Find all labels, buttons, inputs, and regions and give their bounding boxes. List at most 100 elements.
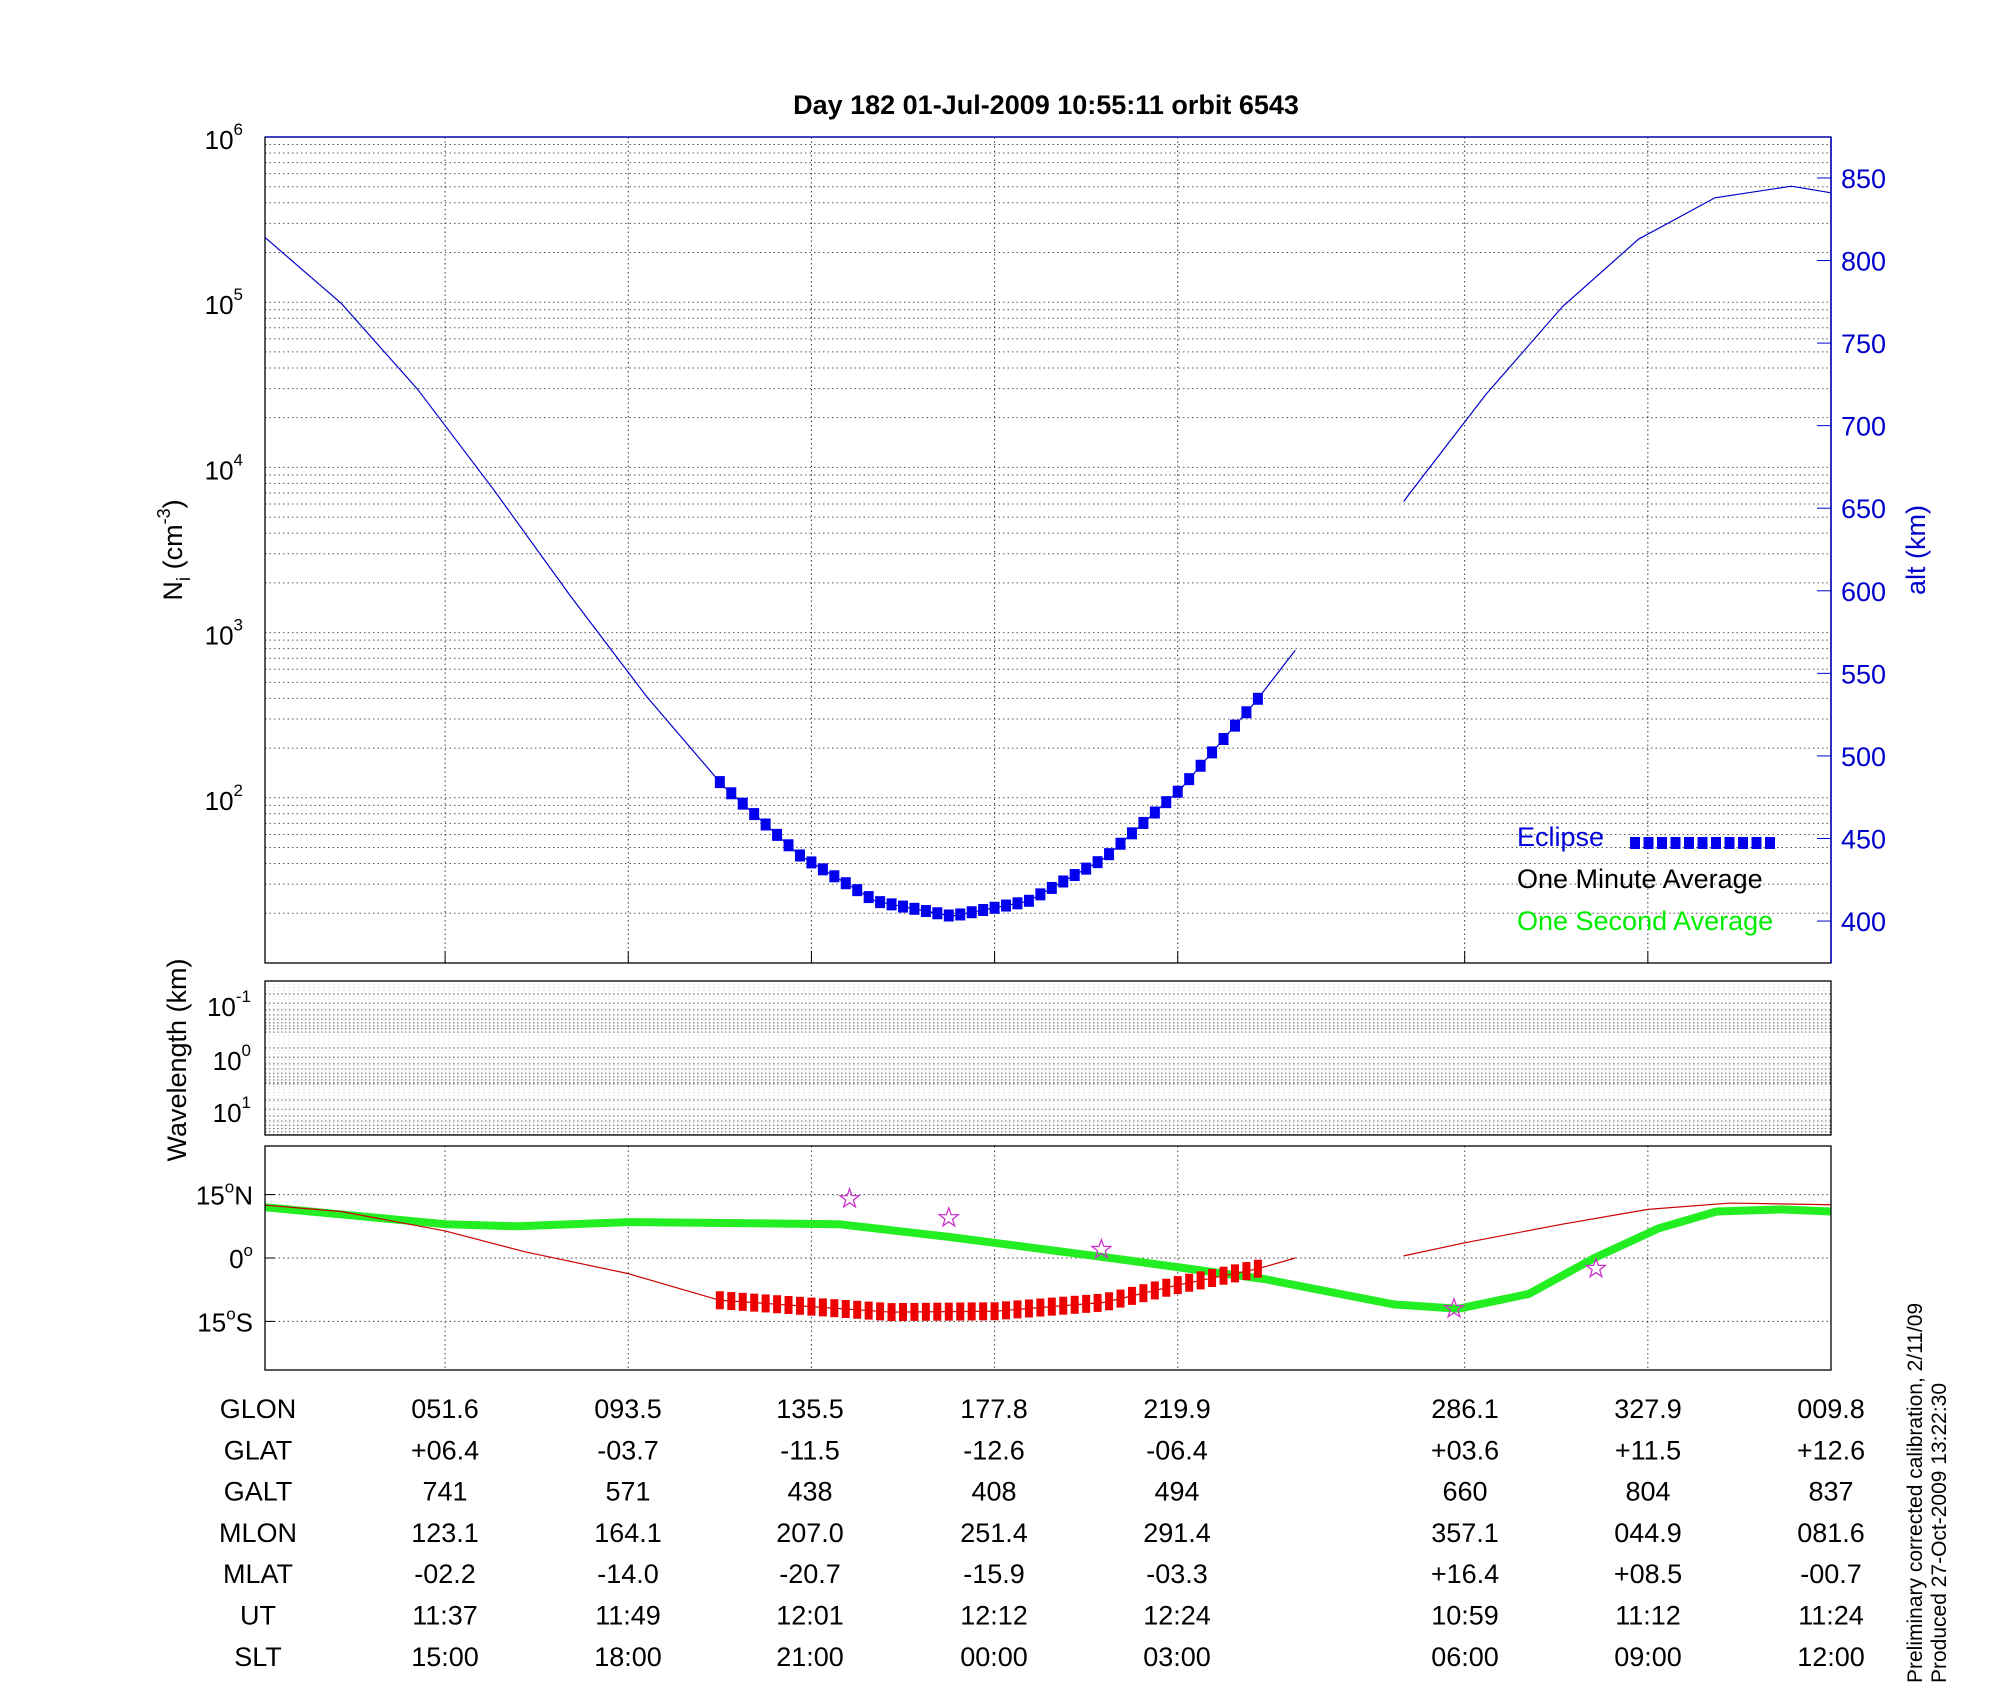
- wave-tick-label: 101: [213, 1093, 251, 1128]
- density-tick-label: 104: [205, 450, 243, 485]
- eclipse-marker: [1184, 773, 1195, 786]
- eclipse-track-marker: [899, 1302, 907, 1321]
- table-cell: 438: [787, 1477, 832, 1507]
- table-cell: 09:00: [1614, 1642, 1682, 1672]
- wave-tick-label: 10-1: [207, 987, 251, 1022]
- density-axis-label-close: ): [158, 499, 188, 508]
- eclipse-marker: [1035, 888, 1046, 901]
- table-cell: 207.0: [776, 1518, 844, 1548]
- eclipse-marker: [1161, 796, 1172, 809]
- legend-label: One Minute Average: [1517, 864, 1763, 894]
- table-cell: 357.1: [1431, 1518, 1499, 1548]
- table-cell: -11.5: [780, 1435, 840, 1465]
- table-cell: -00.7: [1800, 1559, 1862, 1589]
- eclipse-marker: [989, 901, 1000, 914]
- alt-tick-label: 700: [1841, 412, 1886, 442]
- eclipse-marker: [932, 907, 943, 920]
- alt-tick-label: 500: [1841, 742, 1886, 772]
- eclipse-track-marker: [1013, 1300, 1022, 1319]
- eclipse-marker: [966, 906, 977, 919]
- table-row-label: MLON: [219, 1518, 297, 1548]
- eclipse-marker: [852, 884, 863, 897]
- lat-value: 15: [197, 1307, 226, 1337]
- eclipse-track-marker: [773, 1295, 782, 1314]
- table-cell: 03:00: [1143, 1642, 1211, 1672]
- eclipse-track-marker: [1196, 1271, 1205, 1290]
- eclipse-marker: [875, 896, 886, 909]
- eclipse-track-marker: [1093, 1293, 1102, 1312]
- eclipse-marker: [909, 902, 920, 915]
- eclipse-track-marker: [1150, 1281, 1159, 1300]
- tick-base: 10: [205, 786, 234, 816]
- eclipse-marker: [1115, 837, 1126, 850]
- eclipse-track-marker: [944, 1302, 953, 1321]
- eclipse-marker: [1172, 785, 1183, 798]
- table-cell: -06.4: [1146, 1435, 1208, 1465]
- table-cell: 11:37: [412, 1601, 478, 1631]
- eclipse-marker: [794, 849, 805, 862]
- density-axis-label-exp: -3: [154, 508, 174, 524]
- eclipse-marker: [829, 870, 840, 883]
- eclipse-marker: [817, 863, 828, 876]
- lat-tick-label: 15oN: [196, 1178, 253, 1211]
- eclipse-track-marker: [1059, 1296, 1068, 1315]
- density-axis-label-n: N: [158, 581, 188, 601]
- eclipse-track-marker: [1162, 1278, 1171, 1297]
- table-cell: 11:49: [595, 1601, 661, 1631]
- degree-sign: o: [225, 1178, 234, 1197]
- tick-exp: 3: [234, 616, 243, 635]
- legend-eclipse-swatch: [1643, 837, 1654, 849]
- eclipse-track-marker: [818, 1298, 827, 1317]
- eclipse-track-marker: [921, 1302, 930, 1321]
- legend-eclipse-swatch: [1670, 837, 1681, 849]
- eclipse-marker: [978, 904, 989, 917]
- star-marker-icon: [838, 1186, 861, 1209]
- eclipse-marker: [726, 787, 737, 800]
- table-cell: 494: [1154, 1477, 1199, 1507]
- alt-tick-label: 550: [1841, 659, 1886, 689]
- star-marker-icon: [1442, 1296, 1466, 1319]
- table-cell: 12:12: [960, 1601, 1028, 1631]
- eclipse-track-marker: [1173, 1276, 1182, 1295]
- star-marker-icon: [1090, 1237, 1113, 1260]
- legend-eclipse-swatch: [1738, 837, 1748, 849]
- table-cell: 408: [971, 1477, 1016, 1507]
- eclipse-track-marker: [841, 1299, 850, 1318]
- table-cell: 11:24: [1798, 1601, 1864, 1631]
- eclipse-marker: [1241, 706, 1252, 719]
- eclipse-track-marker: [1116, 1289, 1125, 1308]
- orbit-table: GLON 051.6 093.5 135.5 177.8 219.9 286.1 327.9 0…: [219, 1394, 1865, 1672]
- wave-axes-box: [264, 980, 1832, 1136]
- tick-exp: -1: [236, 987, 251, 1006]
- tick-base: 10: [213, 1098, 242, 1128]
- legend-eclipse-swatch: [1684, 837, 1694, 849]
- eclipse-marker: [840, 877, 851, 890]
- table-cell: 12:24: [1143, 1601, 1211, 1631]
- eclipse-marker: [1012, 897, 1023, 910]
- table-row-label: MLAT: [223, 1559, 293, 1589]
- eclipse-track-marker: [933, 1302, 942, 1321]
- hemisphere: S: [236, 1307, 253, 1337]
- table-cell: 804: [1625, 1477, 1670, 1507]
- tick-exp: 5: [234, 285, 243, 304]
- eclipse-track-marker: [1185, 1273, 1194, 1292]
- tick-base: 10: [207, 992, 236, 1022]
- altitude-line: [1403, 185, 1832, 502]
- legend-eclipse-swatch: [1711, 837, 1721, 849]
- table-cell: 06:00: [1431, 1642, 1499, 1672]
- eclipse-track-marker: [1139, 1284, 1148, 1303]
- eclipse-track-marker: [807, 1297, 816, 1316]
- table-cell: +12.6: [1797, 1435, 1865, 1465]
- table-cell: +08.5: [1614, 1559, 1682, 1589]
- degree-sign: o: [226, 1304, 235, 1323]
- density-tick-label: 102: [205, 781, 243, 816]
- alt-axis-label: alt (km): [1901, 505, 1931, 595]
- eclipse-marker: [806, 856, 817, 869]
- alt-tick-label: 450: [1841, 824, 1886, 854]
- eclipse-marker: [714, 776, 725, 789]
- eclipse-marker: [1081, 862, 1092, 875]
- eclipse-track-marker: [715, 1291, 724, 1310]
- table-cell: 12:01: [776, 1601, 844, 1631]
- eclipse-track-marker: [1230, 1264, 1239, 1283]
- satellite-track: [1403, 1202, 1832, 1257]
